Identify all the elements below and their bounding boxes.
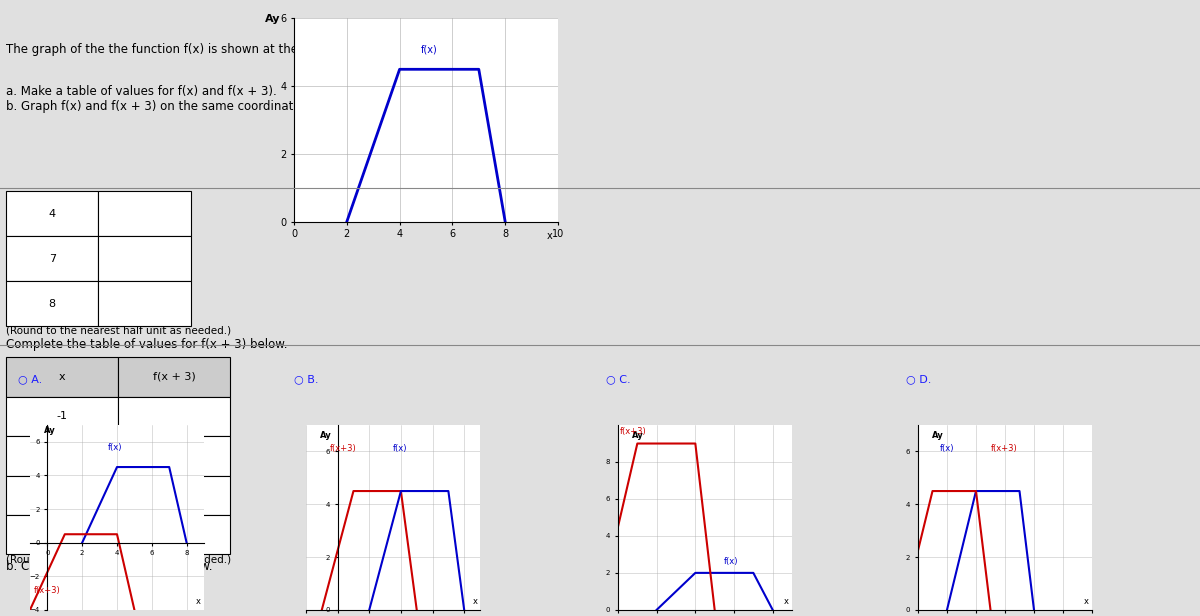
Text: Ay: Ay: [320, 431, 331, 440]
Text: b. Choose the correct graph below.: b. Choose the correct graph below.: [6, 560, 212, 573]
Text: f(x): f(x): [108, 444, 122, 452]
Text: f(x+3): f(x+3): [330, 444, 356, 453]
Text: ○ C.: ○ C.: [606, 374, 631, 384]
Text: ○ B.: ○ B.: [294, 374, 318, 384]
Text: Ay: Ay: [632, 431, 643, 440]
Text: The graph of the the function f(x) is shown at the right.: The graph of the the function f(x) is sh…: [6, 43, 334, 56]
Text: ○ A.: ○ A.: [18, 374, 42, 384]
Text: Ay: Ay: [265, 14, 281, 24]
Text: x: x: [784, 598, 788, 606]
Text: f(x+3): f(x+3): [990, 444, 1018, 453]
Text: x: x: [473, 598, 478, 606]
Text: (Round to the nearest half unit as needed.): (Round to the nearest half unit as neede…: [6, 554, 232, 564]
Text: f(x): f(x): [940, 444, 954, 453]
Text: Ay: Ay: [44, 426, 55, 436]
Text: f(x+3): f(x+3): [34, 586, 60, 595]
Text: f(x): f(x): [421, 44, 438, 54]
Text: x: x: [1084, 598, 1088, 606]
Text: Complete the table of values for f(x + 3) below.: Complete the table of values for f(x + 3…: [6, 338, 288, 352]
Text: x: x: [196, 598, 202, 606]
Text: a. Make a table of values for f(x) and f(x + 3).
b. Graph f(x) and f(x + 3) on t: a. Make a table of values for f(x) and f…: [6, 85, 331, 113]
Text: f(x): f(x): [394, 444, 408, 453]
Text: (Round to the nearest half unit as needed.): (Round to the nearest half unit as neede…: [6, 325, 232, 335]
Text: Ay: Ay: [932, 431, 943, 440]
Text: f(x): f(x): [725, 557, 739, 565]
Text: f(x+3): f(x+3): [620, 428, 647, 436]
Text: ○ D.: ○ D.: [906, 374, 931, 384]
Text: x: x: [547, 231, 553, 241]
